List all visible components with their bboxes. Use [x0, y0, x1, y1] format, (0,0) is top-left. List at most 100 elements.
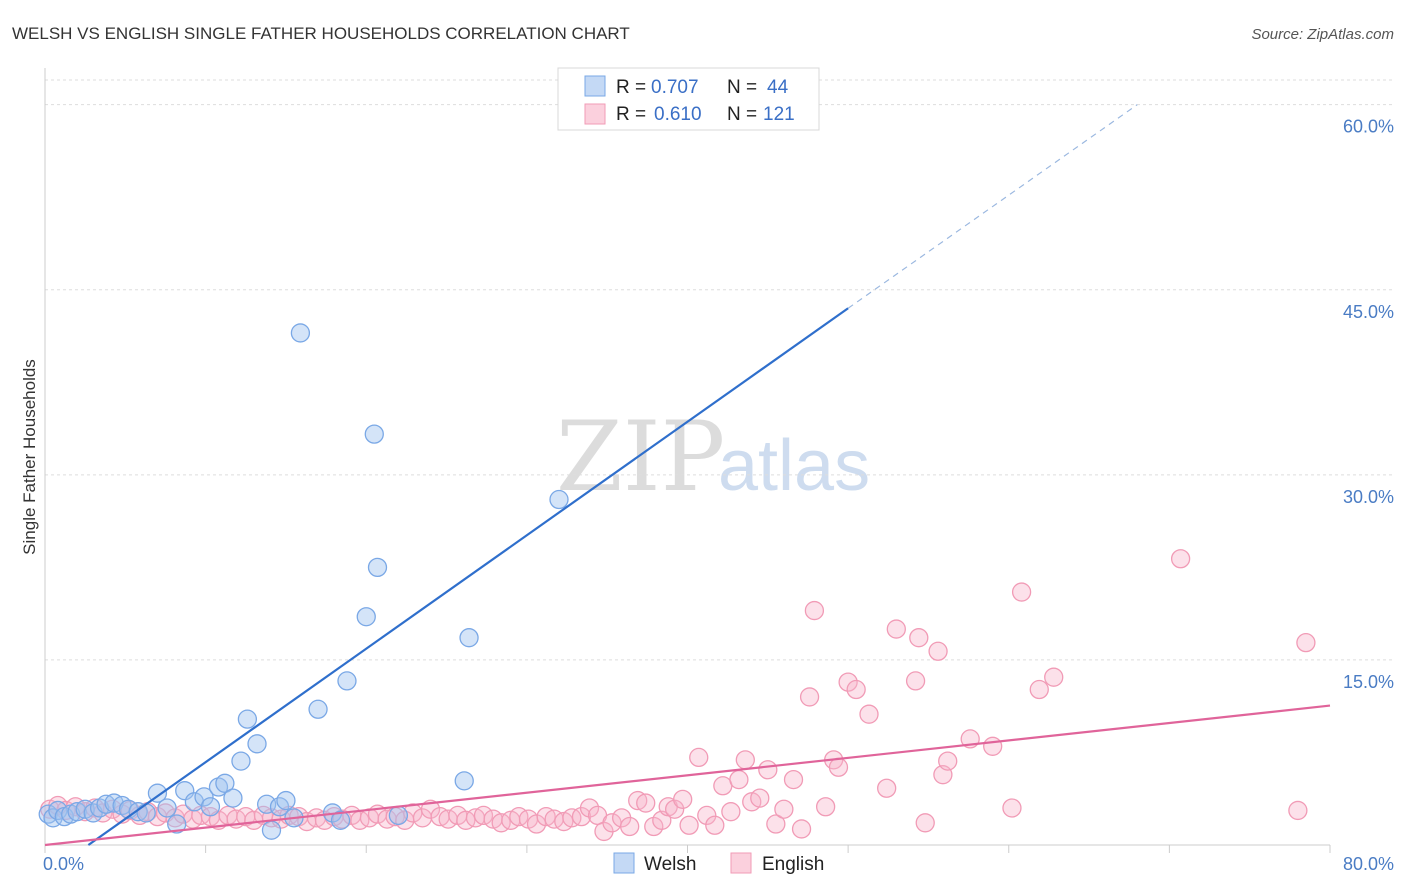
- english-point-79: [721, 802, 741, 822]
- english-point-109: [1029, 679, 1049, 700]
- english-point-94: [838, 672, 858, 692]
- welsh-point-39: [364, 424, 384, 444]
- english-point-74: [679, 815, 699, 835]
- welsh-point-43: [459, 628, 479, 648]
- watermark: ZIP atlas: [556, 401, 870, 513]
- english-point-59: [562, 808, 582, 828]
- english-point-113: [1296, 632, 1316, 653]
- y-tick-label-1: 30.0%: [1343, 487, 1394, 507]
- watermark-atlas: atlas: [718, 426, 870, 506]
- stats-legend: R = 0.707 N = 44 R = 0.610 N = 121: [557, 67, 820, 131]
- english-point-90: [804, 600, 825, 621]
- welsh-point-26: [237, 709, 258, 729]
- english-point-112: [1288, 800, 1308, 821]
- welsh-point-31: [276, 790, 296, 811]
- english-point-83: [750, 788, 770, 808]
- english-point-89: [799, 687, 820, 707]
- english-point-49: [473, 805, 494, 826]
- welsh-point-40: [367, 557, 388, 578]
- legend-swatch-welsh: [584, 75, 606, 97]
- english-point-72: [665, 799, 685, 819]
- welsh-point-23: [215, 773, 235, 793]
- welsh-point-16: [157, 798, 177, 818]
- bottom-legend-label-english: English: [762, 854, 824, 875]
- legend-r-label-english: R =: [616, 104, 646, 125]
- welsh-point-36: [330, 810, 351, 830]
- welsh-point-33: [290, 323, 311, 343]
- english-point-101: [915, 813, 935, 833]
- english-point-66: [620, 816, 640, 837]
- bottom-legend-label-welsh: Welsh: [644, 854, 696, 875]
- english-point-97: [877, 778, 897, 798]
- english-point-95: [846, 679, 866, 700]
- y-tick-labels: 15.0% 30.0% 45.0% 60.0%: [1343, 117, 1394, 692]
- english-point-102: [928, 641, 948, 661]
- welsh-point-20: [194, 787, 214, 807]
- english-point-77: [705, 815, 725, 835]
- english-point-93: [828, 757, 849, 777]
- english-point-61: [579, 798, 600, 818]
- welsh-point-15: [147, 783, 168, 803]
- welsh-point-17: [167, 814, 187, 834]
- english-point-55: [526, 814, 547, 834]
- welsh-point-21: [200, 797, 221, 817]
- legend-n-label-english: N =: [727, 104, 757, 125]
- english-point-111: [1170, 549, 1191, 569]
- english-point-99: [905, 671, 926, 691]
- series-welsh-points: [38, 323, 569, 840]
- english-point-100: [909, 628, 929, 648]
- bottom-legend-swatch-welsh: [613, 852, 635, 874]
- english-point-96: [859, 704, 879, 724]
- english-point-76: [697, 805, 717, 826]
- legend-r-value-english: 0.610: [654, 104, 702, 125]
- english-point-73: [673, 789, 693, 809]
- bottom-legend-swatch-english: [730, 852, 752, 874]
- chart-source: Source: ZipAtlas.com: [1251, 26, 1394, 43]
- english-point-80: [729, 769, 749, 790]
- welsh-point-25: [231, 751, 251, 771]
- x-tick-marks: [44, 845, 1331, 853]
- series-legend: Welsh English: [613, 852, 824, 875]
- english-point-108: [1011, 582, 1032, 602]
- welsh-point-37: [337, 671, 357, 691]
- english-point-75: [689, 747, 709, 768]
- english-point-68: [636, 793, 656, 813]
- english-point-107: [1002, 798, 1022, 818]
- grid: [45, 79, 1394, 661]
- legend-n-label-welsh: N =: [727, 77, 757, 98]
- english-point-104: [938, 751, 958, 771]
- y-axis-label: Single Father Households: [20, 359, 39, 555]
- welsh-point-14: [136, 803, 156, 823]
- chart-title: WELSH VS ENGLISH SINGLE FATHER HOUSEHOLD…: [12, 24, 630, 43]
- legend-n-value-english: 121: [763, 104, 795, 125]
- english-point-84: [758, 760, 778, 780]
- english-point-98: [886, 619, 906, 639]
- trendlines: [44, 104, 1331, 847]
- english-point-86: [774, 799, 794, 819]
- english-point-106: [983, 736, 1003, 756]
- x-tick-label-0: 0.0%: [43, 854, 84, 874]
- welsh-point-41: [388, 805, 409, 826]
- legend-n-value-welsh: 44: [767, 77, 789, 98]
- welsh-point-27: [247, 734, 267, 754]
- english-point-78: [713, 776, 733, 796]
- welsh-point-34: [308, 699, 328, 719]
- legend-swatch-english: [584, 103, 606, 125]
- welsh-point-44: [549, 489, 569, 510]
- y-tick-label-2: 45.0%: [1343, 302, 1394, 322]
- x-tick-label-1: 80.0%: [1343, 854, 1394, 874]
- welsh-point-29: [261, 820, 282, 840]
- welsh-point-38: [356, 607, 376, 627]
- english-point-91: [815, 797, 836, 817]
- english-point-88: [791, 819, 812, 839]
- welsh-trendline-extension: [847, 104, 1138, 309]
- welsh-point-42: [454, 771, 474, 791]
- english-trendline: [44, 704, 1331, 847]
- welsh-point-9: [96, 794, 116, 814]
- y-tick-label-3: 60.0%: [1343, 117, 1394, 137]
- x-tick-labels: 0.0% 80.0%: [43, 854, 1394, 874]
- y-tick-label-0: 15.0%: [1343, 672, 1394, 692]
- legend-r-value-welsh: 0.707: [651, 77, 699, 98]
- english-point-81: [735, 750, 755, 770]
